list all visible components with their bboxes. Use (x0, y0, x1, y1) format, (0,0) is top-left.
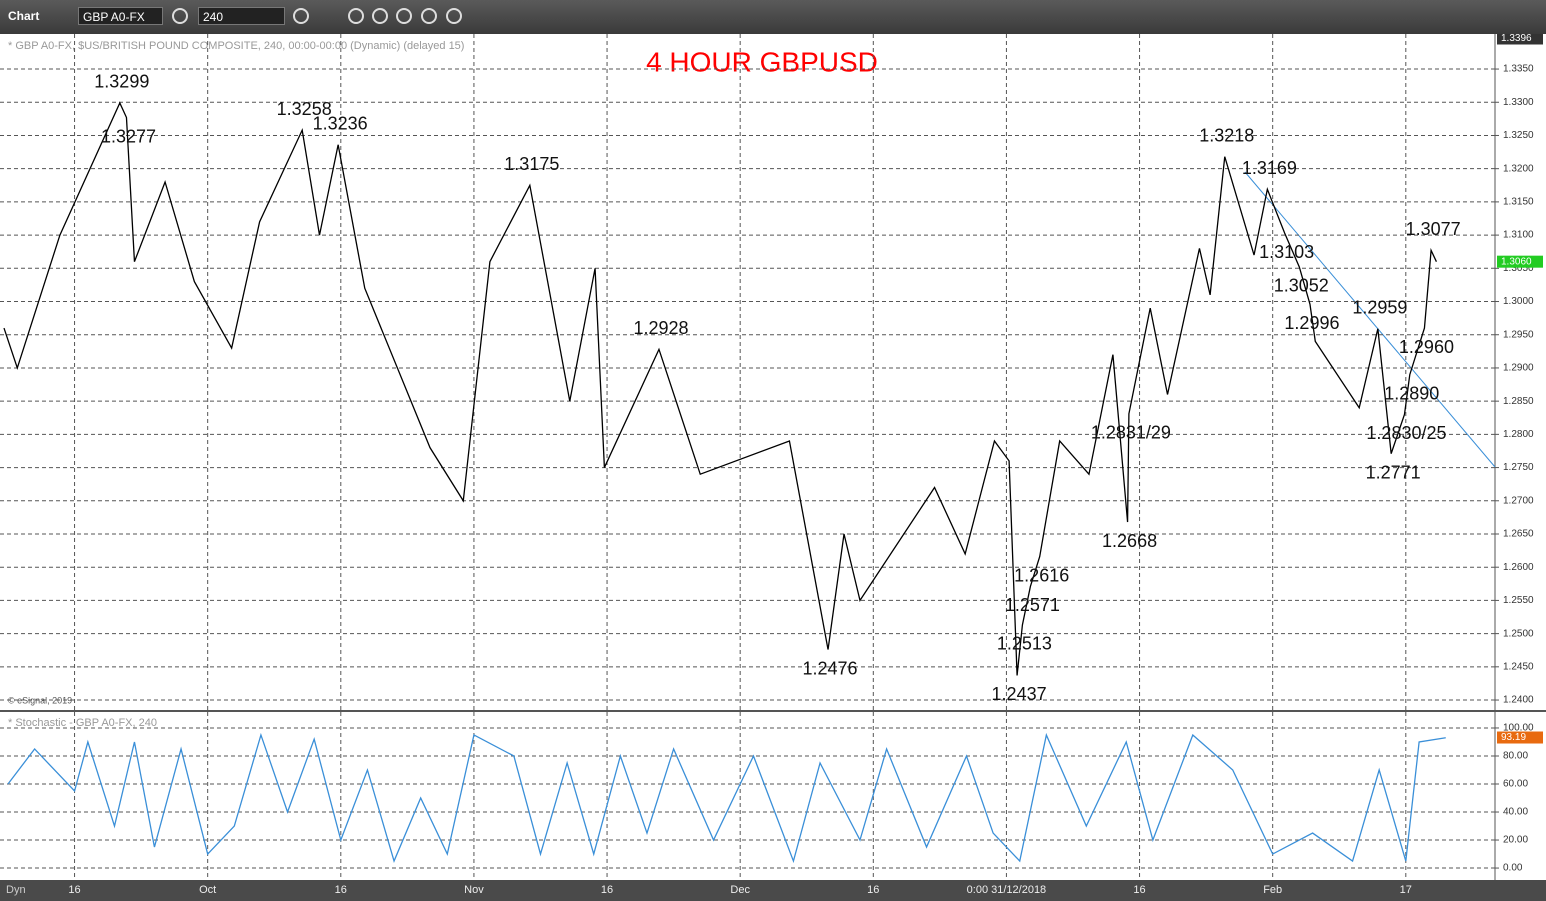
price-annotation: 1.3169 (1242, 158, 1297, 178)
y-tick-label: 40.00 (1503, 807, 1528, 818)
price-annotation: 1.2928 (633, 318, 688, 338)
toolbar: Chart GBP A0-FX 240 (0, 0, 1546, 34)
y-tick-label: 100.00 (1503, 723, 1534, 734)
chart-title: 4 HOUR GBPUSD (646, 46, 878, 77)
panel-title: * Stochastic - GBP A0-FX, 240 (8, 717, 157, 729)
price-annotation: 1.3299 (94, 72, 149, 92)
alert-button[interactable] (396, 8, 412, 24)
price-line (7, 732, 1446, 864)
play-button[interactable] (372, 8, 388, 24)
y-tick-label: 1.2550 (1503, 595, 1534, 606)
comment-button[interactable] (446, 8, 462, 24)
interval-input[interactable]: 240 (198, 7, 285, 25)
y-tick-label: 1.3100 (1503, 230, 1534, 241)
price-annotation: 1.2616 (1014, 565, 1069, 585)
price-annotation: 1.2831/29 (1091, 423, 1171, 443)
y-tick-label: 1.3200 (1503, 163, 1534, 174)
price-annotation: 1.2771 (1366, 462, 1421, 482)
y-tick-label: 1.2850 (1503, 396, 1534, 407)
y-tick-label: 1.3300 (1503, 97, 1534, 108)
y-tick-label: 0.00 (1503, 863, 1523, 874)
price-tag-label: 93.19 (1501, 732, 1526, 743)
y-tick-label: 1.3350 (1503, 64, 1534, 75)
y-tick-label: 1.2800 (1503, 429, 1534, 440)
y-tick-label: 20.00 (1503, 835, 1528, 846)
price-annotation: 1.2513 (997, 634, 1052, 654)
y-tick-label: 1.3150 (1503, 197, 1534, 208)
x-tick-label: 16 (1133, 884, 1145, 896)
y-tick-label: 80.00 (1503, 751, 1528, 762)
price-annotation: 1.3175 (504, 154, 559, 174)
y-tick-label: 1.3250 (1503, 130, 1534, 141)
price-annotation: 1.2571 (1005, 595, 1060, 615)
y-tick-label: 60.00 (1503, 779, 1528, 790)
y-tick-label: 1.3000 (1503, 296, 1534, 307)
y-tick-label: 1.3050 (1503, 263, 1534, 274)
price-annotation: 1.2476 (803, 658, 858, 678)
price-annotation: 1.2890 (1384, 383, 1439, 403)
price-annotation: 1.2996 (1284, 313, 1339, 333)
price-annotation: 1.3077 (1406, 219, 1461, 239)
y-tick-label: 1.2450 (1503, 661, 1534, 672)
y-tick-label: 1.2500 (1503, 628, 1534, 639)
draw-button[interactable] (348, 8, 364, 24)
link-button[interactable] (421, 8, 437, 24)
x-tick-label: Nov (464, 884, 484, 896)
price-annotation: 1.2830/25 (1366, 423, 1446, 443)
x-tick-label: 16 (867, 884, 879, 896)
y-tick-label: 1.2650 (1503, 529, 1534, 540)
copyright: © eSignal, 2019 (8, 695, 72, 705)
price-annotation: 1.3277 (101, 126, 156, 146)
x-tick-label: Dec (730, 884, 750, 896)
trend-line (1244, 171, 1496, 468)
chart-subtitle: * GBP A0-FX, $US/BRITISH POUND COMPOSITE… (8, 40, 464, 52)
clock-button[interactable] (293, 8, 309, 24)
price-annotation: 1.2960 (1399, 337, 1454, 357)
price-tag-label: 1.3396 (1501, 34, 1532, 44)
y-tick-label: 1.2700 (1503, 495, 1534, 506)
y-tick-label: 1.2750 (1503, 462, 1534, 473)
price-tag (1497, 731, 1543, 744)
x-tick-label: Feb (1263, 884, 1282, 896)
price-line (3, 101, 1438, 676)
y-tick-label: 1.2400 (1503, 695, 1534, 706)
y-tick-label: 1.2900 (1503, 363, 1534, 374)
x-tick-label: Oct (199, 884, 216, 896)
y-tick-label: 1.2950 (1503, 329, 1534, 340)
price-annotation: 1.3052 (1274, 276, 1329, 296)
symbol-input[interactable]: GBP A0-FX (78, 7, 163, 25)
price-annotation: 1.3103 (1259, 242, 1314, 262)
price-annotation: 1.3236 (313, 114, 368, 134)
time-axis (0, 880, 1546, 901)
footer: Dyn (6, 884, 26, 896)
price-annotation: 1.3218 (1199, 125, 1254, 145)
x-tick-label: 16 (335, 884, 347, 896)
price-tag-label: 1.3060 (1501, 256, 1532, 267)
price-annotation: 1.3258 (277, 99, 332, 119)
y-tick-label: 1.2600 (1503, 562, 1534, 573)
chart: 4 HOUR GBPUSD * GBP A0-FX, $US/BRITISH P… (0, 34, 1546, 901)
settings-button[interactable] (172, 8, 188, 24)
x-tick-label: 16 (68, 884, 80, 896)
price-annotation: 1.2437 (992, 684, 1047, 704)
price-tag (1497, 255, 1543, 268)
x-tick-label: 16 (601, 884, 613, 896)
price-annotation: 1.2959 (1352, 298, 1407, 318)
window-title: Chart (8, 9, 40, 23)
price-tag (1497, 34, 1543, 45)
price-annotation: 1.2668 (1102, 531, 1157, 551)
x-tick-label: 17 (1400, 884, 1412, 896)
x-tick-label: 0:00 31/12/2018 (967, 884, 1047, 896)
